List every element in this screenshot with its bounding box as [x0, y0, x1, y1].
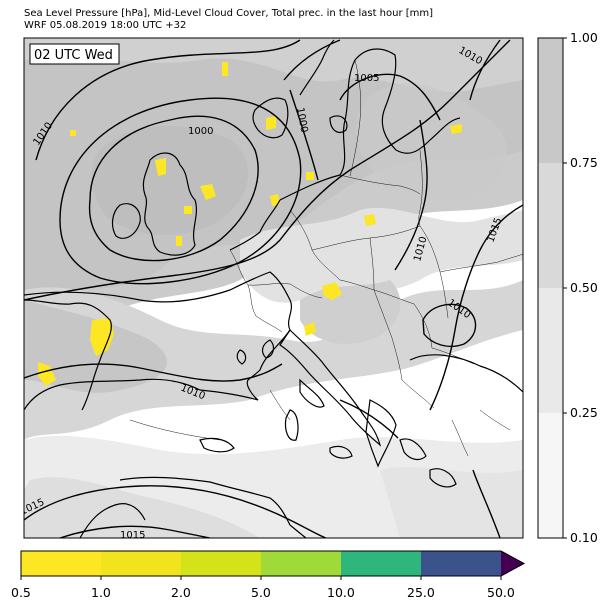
- precip-tick-label: 1.0: [91, 585, 111, 600]
- precip-tick-label: 2.0: [171, 585, 191, 600]
- map-subtitle: WRF 05.08.2019 18:00 UTC +32: [24, 20, 187, 31]
- precip-tick-label: 0.5: [11, 585, 31, 600]
- precip-bin: [21, 551, 101, 576]
- precip-bin: [181, 551, 261, 576]
- time-label-box: [29, 43, 120, 65]
- precip-bin: [261, 551, 341, 576]
- country-borders: [129, 59, 523, 457]
- cloud-bin: [538, 413, 563, 538]
- cloud-tick-label: 0.10: [570, 530, 598, 545]
- precip-tick-label: 50.0: [487, 585, 515, 600]
- isobar-label: 1000: [188, 126, 213, 137]
- map-frame: [23, 37, 524, 539]
- isobars: [24, 39, 523, 538]
- isobar-label: 1005: [354, 73, 379, 84]
- precip-tick-label: 25.0: [407, 585, 435, 600]
- precip-bin: [421, 551, 501, 576]
- isobar-label: 1015: [120, 530, 145, 541]
- precip-tick-label: 5.0: [251, 585, 271, 600]
- cloud-tick-label: 0.75: [570, 155, 598, 170]
- precip-colorbar: [20, 550, 526, 580]
- precipitation-layer: [38, 62, 462, 386]
- cloud-bin: [538, 288, 563, 413]
- precip-bin: [341, 551, 421, 576]
- cloud-tick-label: 0.50: [570, 280, 598, 295]
- time-label: 02 UTC Wed: [34, 48, 113, 63]
- cloud-tick-label: 1.00: [570, 30, 598, 45]
- cloud-tick-label: 0.25: [570, 405, 598, 420]
- map-title: Sea Level Pressure [hPa], Mid-Level Clou…: [24, 8, 434, 19]
- precip-tick-label: 10.0: [327, 585, 355, 600]
- precip-extend-arrow: [501, 551, 524, 576]
- cloud-bin: [538, 163, 563, 288]
- cloud-bin: [538, 38, 563, 163]
- precip-bin: [101, 551, 181, 576]
- isobar-label: 1000: [294, 107, 309, 134]
- cloud-cover-colorbar: [537, 37, 567, 539]
